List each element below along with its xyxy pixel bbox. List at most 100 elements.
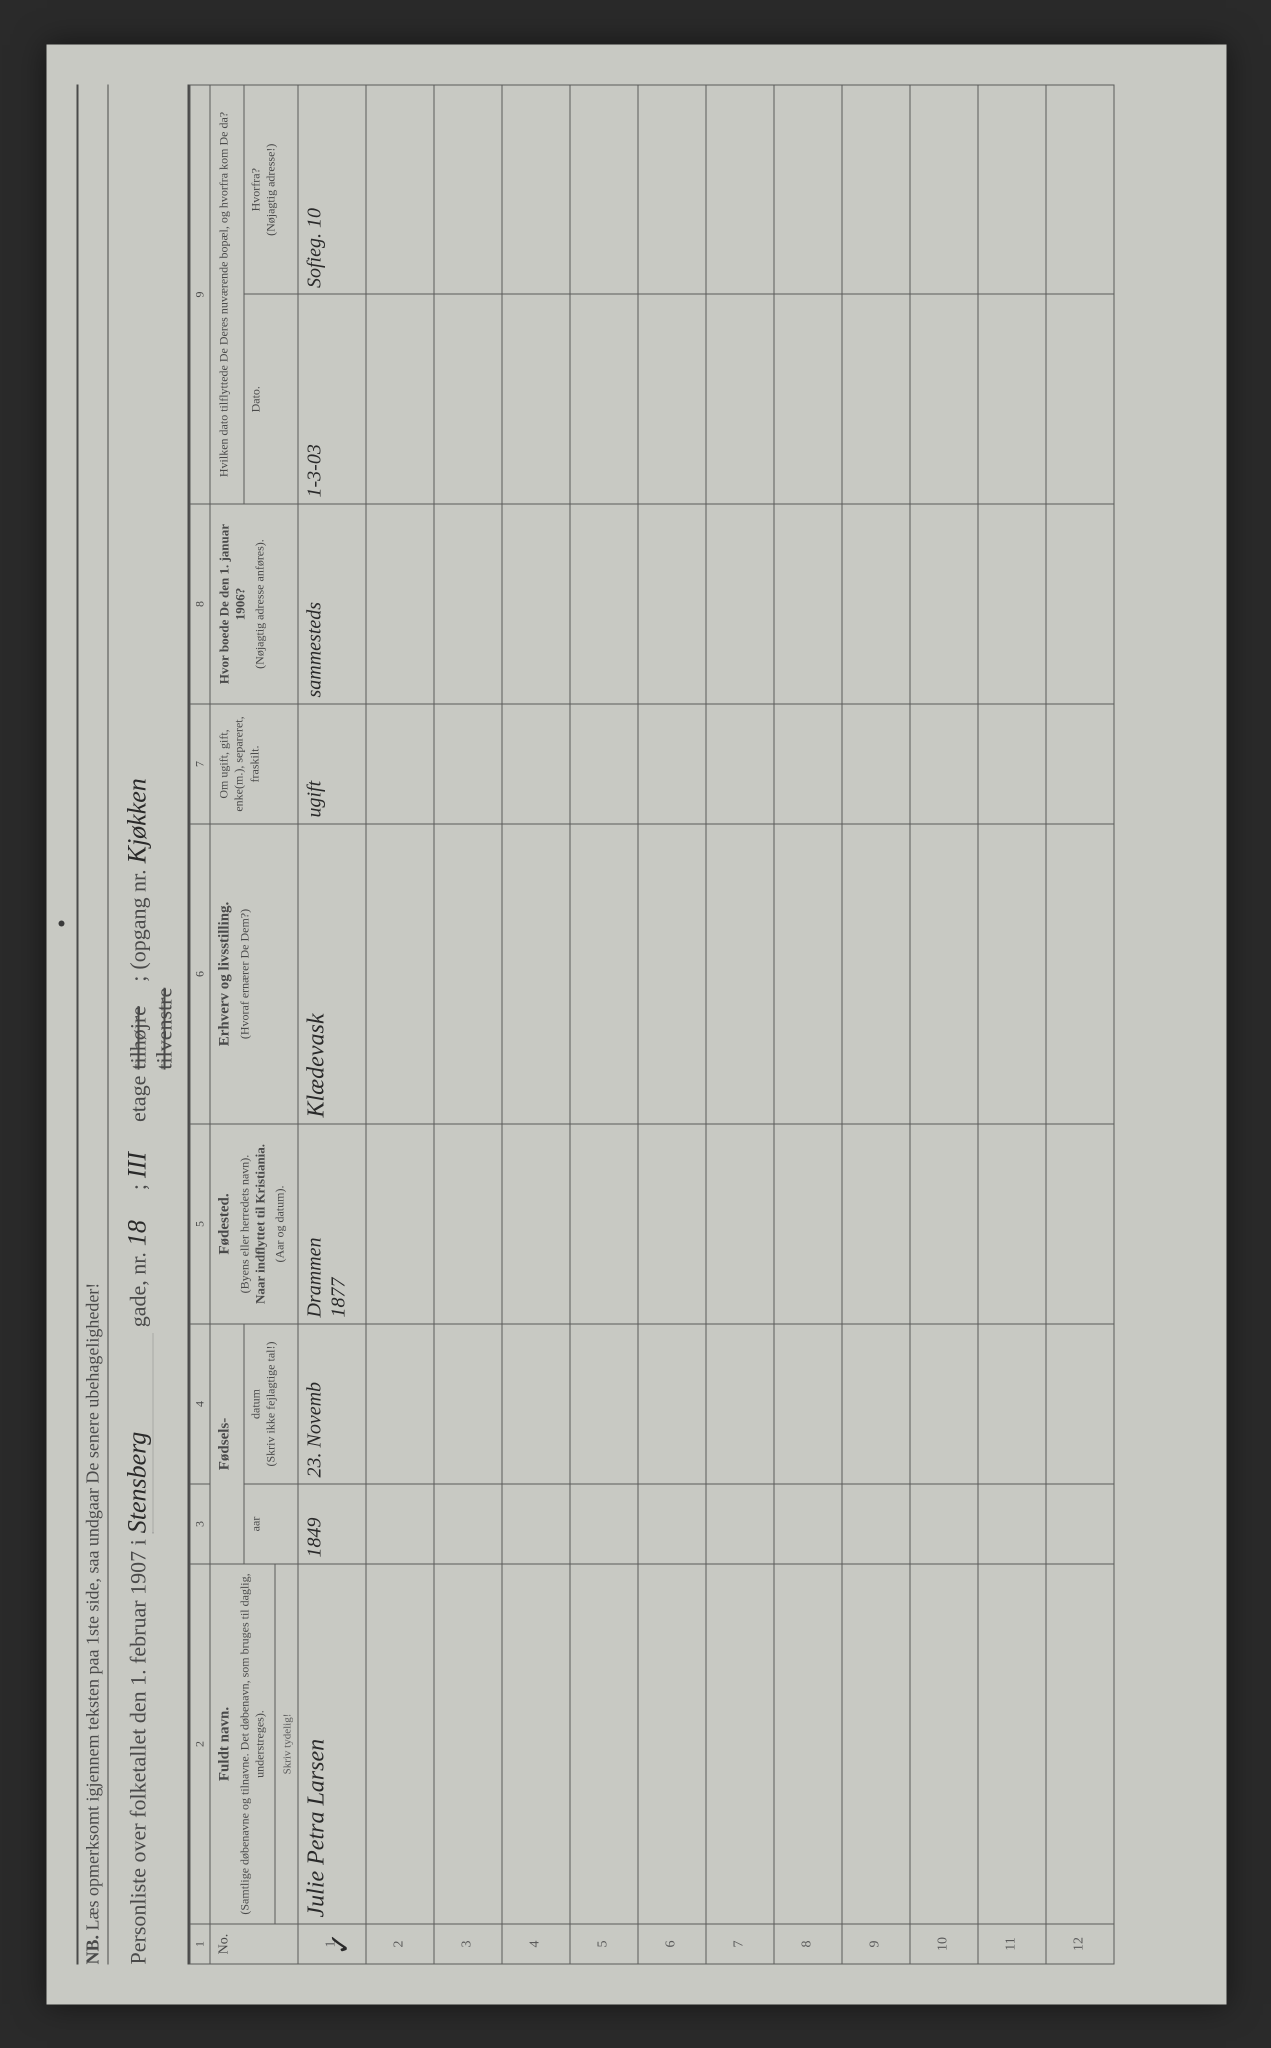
data-row-2: 2 [365,85,433,1964]
cell-moved-from [569,85,637,295]
cell-year [569,1484,637,1564]
cell-addr1906 [501,504,569,704]
cell-marital [569,704,637,824]
cell-moved-from [705,85,773,295]
title-prefix: Personliste over folketallet den 1. febr… [125,1539,151,1964]
row-no: 6 [637,1924,705,1964]
cell-birthplace [433,1124,501,1324]
etage-value: III [122,1128,152,1178]
etage-label: etage [125,1075,151,1121]
cell-name [705,1564,773,1924]
skriv-label: Skriv tydelig! [279,1568,293,1919]
birth-title: Fødsels- [216,1330,233,1557]
opgang-label: (opgang nr. [125,869,151,969]
cell-name [365,1564,433,1924]
cell-moved-date [841,294,909,504]
cell-moved-from [773,85,841,295]
cell-addr1906 [977,504,1045,704]
cell-moved-date [1045,294,1113,504]
header-birth: Fødsels- [209,1324,243,1564]
opgang-value: Kjøkken [122,743,152,863]
name-detail: (Samtlige døbenavne og tilnavne. Det døb… [237,1570,268,1917]
semi2: ; [125,975,151,981]
cell-moved-from [637,85,705,295]
colnum-6: 6 [189,824,209,1124]
cell-moved-date [705,294,773,504]
cell-date [773,1324,841,1484]
cell-date [433,1324,501,1484]
data-row-12: 12 [1045,85,1113,1964]
colnum-4: 4 [189,1324,209,1484]
cell-moved-from: Sofieg. 10 [297,85,365,295]
cell-addr1906 [909,504,977,704]
cell-addr1906 [1045,504,1113,704]
cell-moved-date [433,294,501,504]
cell-date [1045,1324,1113,1484]
cell-addr1906: sammesteds [297,504,365,704]
birthplace-d3: (Aar og datum). [272,1130,288,1317]
scan-artifact [58,920,64,926]
cell-birthplace [909,1124,977,1324]
tilhojre: tilhøjre tilvenstre [125,987,177,1069]
col-number-row: 1 2 3 4 5 6 7 8 9 [189,85,209,1964]
cell-birthplace: Drammen 1877 [297,1124,365,1324]
cell-year [909,1484,977,1564]
cell-name [977,1564,1045,1924]
cell-marital [365,704,433,824]
cell-date [977,1324,1045,1484]
data-row-11: 11 [977,85,1045,1964]
cell-moved-from [1045,85,1113,295]
cell-date [569,1324,637,1484]
cell-year [365,1484,433,1564]
birthplace-d2: Naar indflyttet til Kristiania. [252,1130,268,1317]
cell-addr1906 [841,504,909,704]
cell-date: 23. Novemb [297,1324,365,1484]
header-birthplace: Fødested. (Byens eller herredets navn). … [209,1124,297,1324]
cell-birthplace [841,1124,909,1324]
cell-name [501,1564,569,1924]
header-moved-from: Hvorfra? (Nøjagtig adresse!) [243,85,297,295]
birthplace-d1: (Byens eller herredets navn). [237,1130,253,1317]
colnum-9: 9 [189,85,209,504]
semi1: ; [125,1184,151,1190]
cell-year [773,1484,841,1564]
row-no: 11 [977,1924,1045,1964]
nr-value: 18 [122,1196,152,1246]
row-no: 8 [773,1924,841,1964]
colnum-3: 3 [189,1484,209,1564]
cell-birthplace [637,1124,705,1324]
header-moved-date: Dato. [243,294,297,504]
data-row-6: 6 [637,85,705,1964]
cell-name [909,1564,977,1924]
cell-occupation [365,824,433,1124]
cell-moved-date [909,294,977,504]
cell-birthplace [1045,1124,1113,1324]
cell-moved-date [365,294,433,504]
header-year: aar [243,1484,297,1564]
checkmark-icon: ✓ [323,1932,357,1955]
cell-marital [637,704,705,824]
colnum-7: 7 [189,704,209,824]
year-label: aar [248,1516,262,1531]
cell-marital [841,704,909,824]
cell-moved-date [773,294,841,504]
birth-note: (Skriv ikke fejlagtige tal!) [263,1328,279,1479]
cell-addr1906 [773,504,841,704]
row-no: 12 [1045,1924,1113,1964]
cell-marital: ugift [297,704,365,824]
data-row-8: 8 [773,85,841,1964]
cell-birthplace [569,1124,637,1324]
row-no: 9 [841,1924,909,1964]
cell-name [773,1564,841,1924]
cell-marital [773,704,841,824]
data-row-4: 4 [501,85,569,1964]
moved-title: Hvilken dato tilflyttede De Deres nuvære… [216,91,232,497]
cell-moved-from [501,85,569,295]
header-name: Fuldt navn. (Samtlige døbenavne og tilna… [209,1564,274,1924]
cell-birthplace [501,1124,569,1324]
addr1906-title: Hvor boede De den 1. januar 1906? [216,510,248,697]
cell-name [637,1564,705,1924]
cell-marital [433,704,501,824]
cell-name [1045,1564,1113,1924]
cell-name [433,1564,501,1924]
